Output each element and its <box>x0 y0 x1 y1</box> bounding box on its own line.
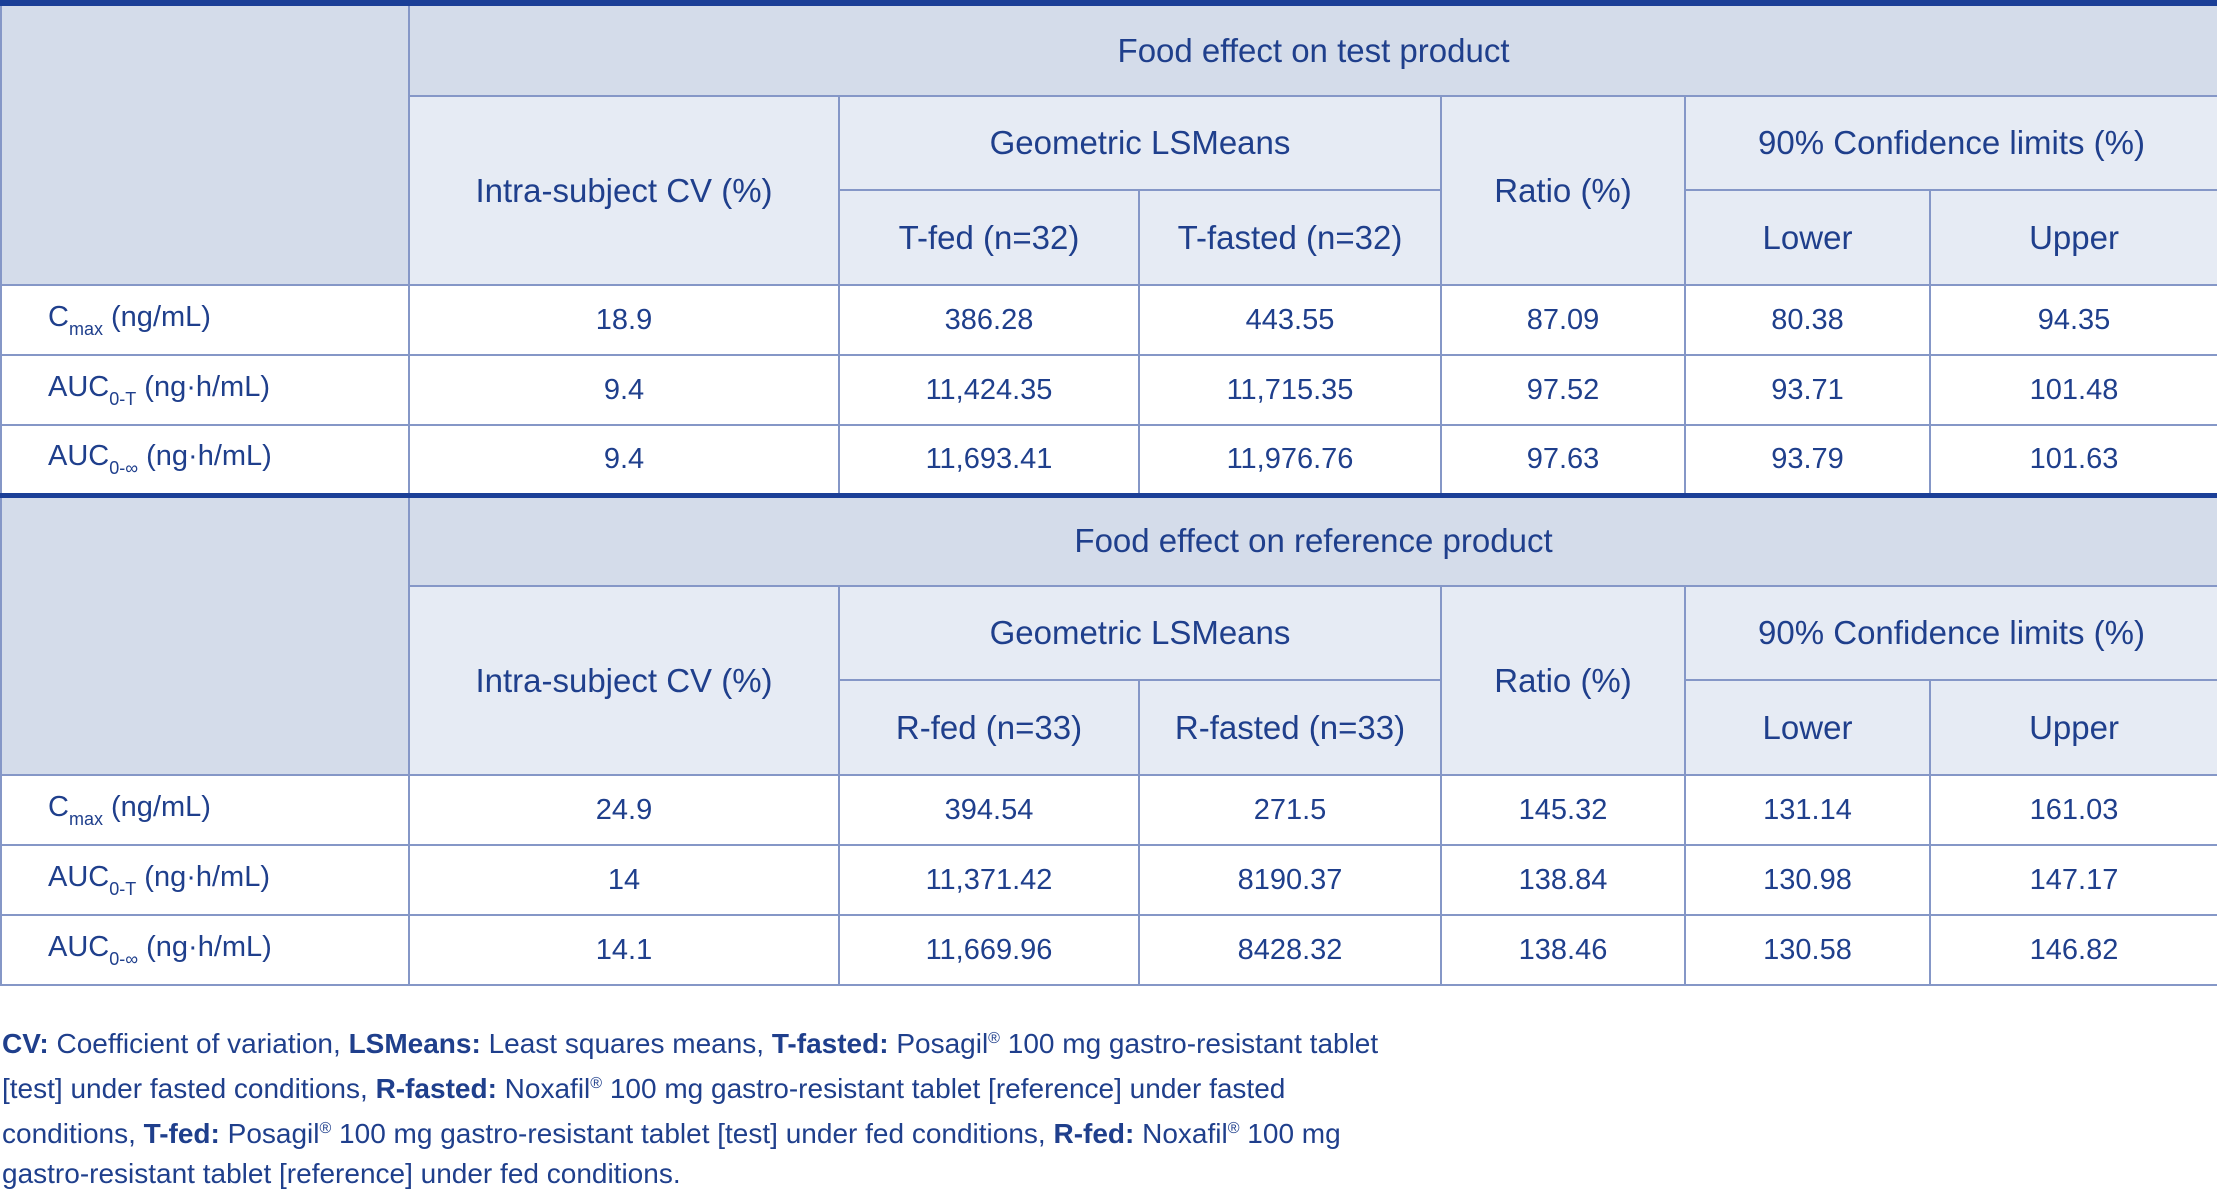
registered-mark: ® <box>319 1120 332 1137</box>
footnote-text: 100 mg gastro-resistant tablet [test] un… <box>331 1118 1054 1149</box>
footnote-text: 100 mg gastro-resistant tablet [test] un… <box>2 1028 1379 1104</box>
param-cell: Cmax (ng/mL) <box>0 284 410 356</box>
corner-cell <box>0 0 410 286</box>
fed-cell: 11,371.42 <box>838 844 1140 916</box>
table-row: Cmax (ng/mL) 24.9 394.54 271.5 145.32 13… <box>0 774 2217 846</box>
section-title: Food effect on reference product <box>407 494 2217 587</box>
lower-cell: 130.58 <box>1684 914 1931 986</box>
geo-header: Geometric LSMeans <box>838 585 1442 681</box>
section-title-row: Food effect on reference product <box>0 494 2217 776</box>
footnote-text: Posagil <box>219 1118 320 1149</box>
cv-cell: 24.9 <box>408 774 840 846</box>
upper-cell: 146.82 <box>1928 914 2217 986</box>
param-cell: AUC0-∞ (ng·h/mL) <box>0 424 410 498</box>
section-title-row: Food effect on test product <box>0 0 2217 286</box>
footnote-key: LSMeans: <box>348 1028 481 1059</box>
upper-header: Upper <box>1928 189 2217 286</box>
param-cell: AUC0-T (ng·h/mL) <box>0 844 410 916</box>
fasted-cell: 8190.37 <box>1138 844 1442 916</box>
fed-cell: 11,424.35 <box>838 354 1140 426</box>
fed-cell: 11,669.96 <box>838 914 1140 986</box>
corner-cell <box>0 494 410 776</box>
section-title: Food effect on test product <box>407 0 2217 97</box>
food-effect-table: Food effect on test product Intra-subjec… <box>0 0 2217 986</box>
header-row: Intra-subject CV (%) Geometric LSMeans R… <box>1 95 2217 286</box>
table-row: AUC0-T (ng·h/mL) 14 11,371.42 8190.37 13… <box>0 844 2217 916</box>
fed-cell: 394.54 <box>838 774 1140 846</box>
fasted-header: R-fasted (n=33) <box>1138 679 1442 776</box>
footnote-text: Least squares means, <box>480 1028 772 1059</box>
cv-cell: 9.4 <box>408 424 840 498</box>
ratio-cell: 97.52 <box>1440 354 1686 426</box>
ci-header: 90% Confidence limits (%) <box>1683 95 2217 191</box>
footnote-text: 100 mg gastro-resistant tablet [referenc… <box>2 1118 1341 1189</box>
table-row: AUC0-∞ (ng·h/mL) 9.4 11,693.41 11,976.76… <box>0 424 2217 498</box>
ratio-cell: 145.32 <box>1440 774 1686 846</box>
fasted-cell: 8428.32 <box>1138 914 1442 986</box>
lower-cell: 131.14 <box>1684 774 1931 846</box>
fasted-cell: 271.5 <box>1138 774 1442 846</box>
param-cell: AUC0-∞ (ng·h/mL) <box>0 914 410 986</box>
footnote-text: Noxafil <box>1134 1118 1228 1149</box>
upper-cell: 101.48 <box>1928 354 2217 426</box>
cv-cell: 14 <box>408 844 840 916</box>
ratio-cell: 97.63 <box>1440 424 1686 498</box>
registered-mark: ® <box>590 1075 603 1092</box>
ratio-cell: 87.09 <box>1440 284 1686 356</box>
table-footnote: CV: Coefficient of variation, LSMeans: L… <box>2 1019 1422 1194</box>
cv-cell: 9.4 <box>408 354 840 426</box>
geo-header: Geometric LSMeans <box>838 95 1442 191</box>
lower-header: Lower <box>1684 679 1931 776</box>
lower-cell: 80.38 <box>1684 284 1931 356</box>
cv-cell: 14.1 <box>408 914 840 986</box>
ratio-cell: 138.84 <box>1440 844 1686 916</box>
fasted-cell: 11,976.76 <box>1138 424 1442 498</box>
ratio-cell: 138.46 <box>1440 914 1686 986</box>
table-row: AUC0-∞ (ng·h/mL) 14.1 11,669.96 8428.32 … <box>0 914 2217 986</box>
lower-header: Lower <box>1684 189 1931 286</box>
footnote-key: T-fasted: <box>771 1028 889 1059</box>
footnote-key: CV: <box>2 1028 49 1059</box>
footnote-text: Posagil <box>888 1028 989 1059</box>
upper-cell: 94.35 <box>1928 284 2217 356</box>
subheader-row: T-fed (n=32) T-fasted (n=32) Lower Upper <box>1 189 2217 286</box>
ci-header: 90% Confidence limits (%) <box>1683 585 2217 681</box>
param-cell: AUC0-T (ng·h/mL) <box>0 354 410 426</box>
param-cell: Cmax (ng/mL) <box>0 774 410 846</box>
table-row: Cmax (ng/mL) 18.9 386.28 443.55 87.09 80… <box>0 284 2217 356</box>
lower-cell: 130.98 <box>1684 844 1931 916</box>
fasted-cell: 443.55 <box>1138 284 1442 356</box>
upper-cell: 161.03 <box>1928 774 2217 846</box>
footnote-key: T-fed: <box>143 1118 220 1149</box>
table-row: AUC0-T (ng·h/mL) 9.4 11,424.35 11,715.35… <box>0 354 2217 426</box>
fed-header: R-fed (n=33) <box>838 679 1140 776</box>
ratio-header: Ratio (%) <box>1440 585 1686 776</box>
upper-cell: 147.17 <box>1928 844 2217 916</box>
footnote-key: R-fed: <box>1053 1118 1135 1149</box>
ratio-header: Ratio (%) <box>1440 95 1686 286</box>
subheader-row: R-fed (n=33) R-fasted (n=33) Lower Upper <box>1 679 2217 776</box>
header-row: Intra-subject CV (%) Geometric LSMeans R… <box>1 585 2217 776</box>
registered-mark: ® <box>988 1030 1000 1047</box>
footnote-text: Noxafil <box>496 1073 591 1104</box>
footnote-key: R-fasted: <box>375 1073 497 1104</box>
cv-cell: 18.9 <box>408 284 840 356</box>
upper-cell: 101.63 <box>1928 424 2217 498</box>
footnote-text: Coefficient of variation, <box>48 1028 349 1059</box>
footnote-text: 100 mg gastro-resistant tablet [referenc… <box>2 1073 1286 1149</box>
lower-cell: 93.71 <box>1684 354 1931 426</box>
registered-mark: ® <box>1227 1120 1240 1137</box>
lower-cell: 93.79 <box>1684 424 1931 498</box>
fed-cell: 386.28 <box>838 284 1140 356</box>
fasted-header: T-fasted (n=32) <box>1138 189 1442 286</box>
fed-header: T-fed (n=32) <box>838 189 1140 286</box>
upper-header: Upper <box>1928 679 2217 776</box>
cv-header: Intra-subject CV (%) <box>408 585 840 776</box>
pk-table-container: Food effect on test product Intra-subjec… <box>0 0 2217 986</box>
fed-cell: 11,693.41 <box>838 424 1140 498</box>
fasted-cell: 11,715.35 <box>1138 354 1442 426</box>
cv-header: Intra-subject CV (%) <box>408 95 840 286</box>
